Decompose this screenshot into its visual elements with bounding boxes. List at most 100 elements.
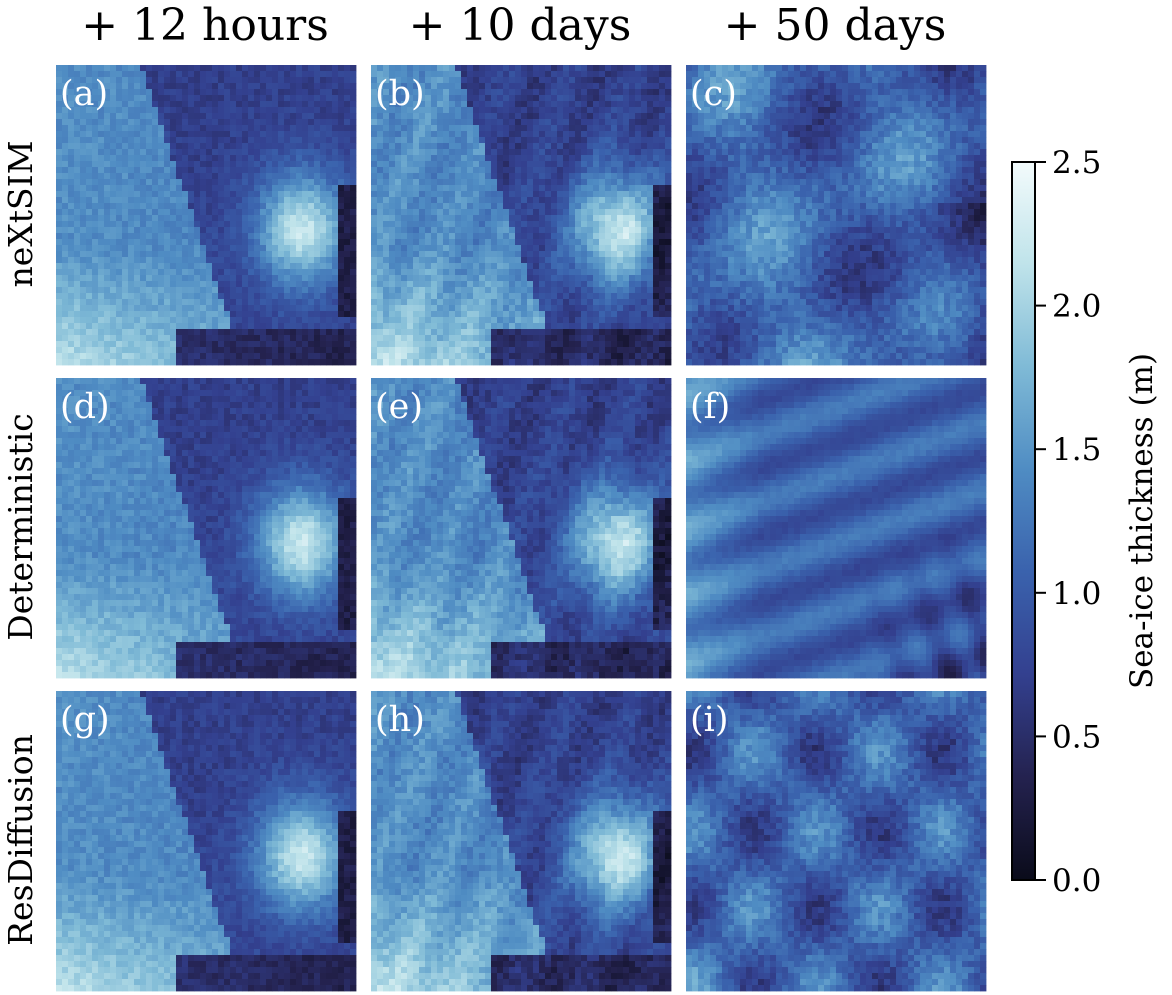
- heatmap-cell: [659, 143, 666, 150]
- heatmap-cell: [413, 287, 420, 294]
- heatmap-cell: [557, 275, 564, 282]
- heatmap-cell: [338, 191, 345, 198]
- heatmap-cell: [497, 119, 504, 126]
- heatmap-cell: [56, 209, 63, 216]
- heatmap-cell: [236, 125, 243, 132]
- heatmap-cell: [527, 221, 534, 228]
- heatmap-cell: [134, 287, 141, 294]
- heatmap-cell: [176, 89, 183, 96]
- heatmap-cell: [407, 323, 414, 330]
- heatmap-cell: [140, 155, 147, 162]
- heatmap-cell: [260, 107, 267, 114]
- heatmap-cell: [176, 347, 183, 354]
- heatmap-cell: [551, 191, 558, 198]
- heatmap-cell: [563, 77, 570, 84]
- heatmap-cell: [653, 143, 660, 150]
- heatmap-cell: [503, 161, 510, 168]
- heatmap-cell: [284, 83, 291, 90]
- heatmap-cell: [653, 95, 660, 102]
- heatmap-cell: [86, 155, 93, 162]
- heatmap-cell: [152, 269, 159, 276]
- heatmap-cell: [164, 113, 171, 120]
- heatmap-cell: [68, 269, 75, 276]
- heatmap-cell: [461, 287, 468, 294]
- heatmap-cell: [116, 185, 123, 192]
- heatmap-cell: [224, 359, 231, 366]
- heatmap-cell: [551, 275, 558, 282]
- heatmap-cell: [116, 167, 123, 174]
- heatmap-cell: [509, 257, 516, 264]
- heatmap-cell: [515, 233, 522, 240]
- heatmap-cell: [665, 83, 672, 90]
- heatmap-cell: [599, 89, 606, 96]
- heatmap-cell: [659, 209, 666, 216]
- heatmap-cell: [479, 137, 486, 144]
- heatmap-cell: [425, 71, 432, 78]
- heatmap-cell: [164, 197, 171, 204]
- heatmap-cell: [170, 305, 177, 312]
- heatmap-cell: [425, 101, 432, 108]
- heatmap-cell: [92, 305, 99, 312]
- heatmap-cell: [389, 257, 396, 264]
- heatmap-cell: [599, 149, 606, 156]
- heatmap-cell: [623, 329, 630, 336]
- heatmap-cell: [377, 161, 384, 168]
- heatmap-cell: [116, 173, 123, 180]
- heatmap-cell: [134, 101, 141, 108]
- heatmap-cell: [176, 221, 183, 228]
- heatmap-cell: [419, 293, 426, 300]
- heatmap-cell: [491, 203, 498, 210]
- heatmap-cell: [491, 161, 498, 168]
- heatmap-cell: [407, 167, 414, 174]
- heatmap-cell: [224, 113, 231, 120]
- heatmap-cell: [338, 155, 345, 162]
- heatmap-cell: [533, 245, 540, 252]
- heatmap-cell: [248, 245, 255, 252]
- heatmap-cell: [617, 347, 624, 354]
- heatmap-cell: [629, 107, 636, 114]
- heatmap-cell: [290, 65, 297, 72]
- heatmap-cell: [449, 311, 456, 318]
- heatmap-cell: [128, 65, 135, 72]
- heatmap-cell: [383, 65, 390, 72]
- heatmap-cell: [665, 269, 672, 276]
- heatmap-cell: [104, 143, 111, 150]
- heatmap-cell: [491, 275, 498, 282]
- heatmap-cell: [104, 359, 111, 366]
- heatmap-cell: [134, 341, 141, 348]
- heatmap-cell: [230, 95, 237, 102]
- heatmap-cell: [473, 323, 480, 330]
- heatmap-cell: [308, 101, 315, 108]
- heatmap-cell: [413, 329, 420, 336]
- heatmap-cell: [266, 317, 273, 324]
- heatmap-cell: [467, 185, 474, 192]
- heatmap-cell: [521, 113, 528, 120]
- heatmap-cell: [473, 89, 480, 96]
- heatmap-cell: [395, 83, 402, 90]
- heatmap-cell: [521, 191, 528, 198]
- heatmap-cell: [569, 341, 576, 348]
- heatmap-cell: [521, 143, 528, 150]
- heatmap-cell: [80, 239, 87, 246]
- heatmap-cell: [284, 329, 291, 336]
- heatmap-cell: [98, 323, 105, 330]
- heatmap-cell: [617, 185, 624, 192]
- heatmap-cell: [206, 227, 213, 234]
- heatmap-cell: [635, 203, 642, 210]
- heatmap-cell: [332, 263, 339, 270]
- heatmap-cell: [521, 155, 528, 162]
- heatmap-cell: [242, 245, 249, 252]
- heatmap-cell: [116, 149, 123, 156]
- heatmap-cell: [593, 155, 600, 162]
- heatmap-cell: [455, 269, 462, 276]
- heatmap-cell: [407, 185, 414, 192]
- heatmap-cell: [134, 353, 141, 360]
- heatmap-cell: [110, 281, 117, 288]
- heatmap-cell: [272, 137, 279, 144]
- heatmap-cell: [659, 215, 666, 222]
- heatmap-cell: [449, 227, 456, 234]
- heatmap-cell: [491, 257, 498, 264]
- heatmap-cell: [320, 293, 327, 300]
- heatmap-cell: [146, 233, 153, 240]
- heatmap-cell: [587, 125, 594, 132]
